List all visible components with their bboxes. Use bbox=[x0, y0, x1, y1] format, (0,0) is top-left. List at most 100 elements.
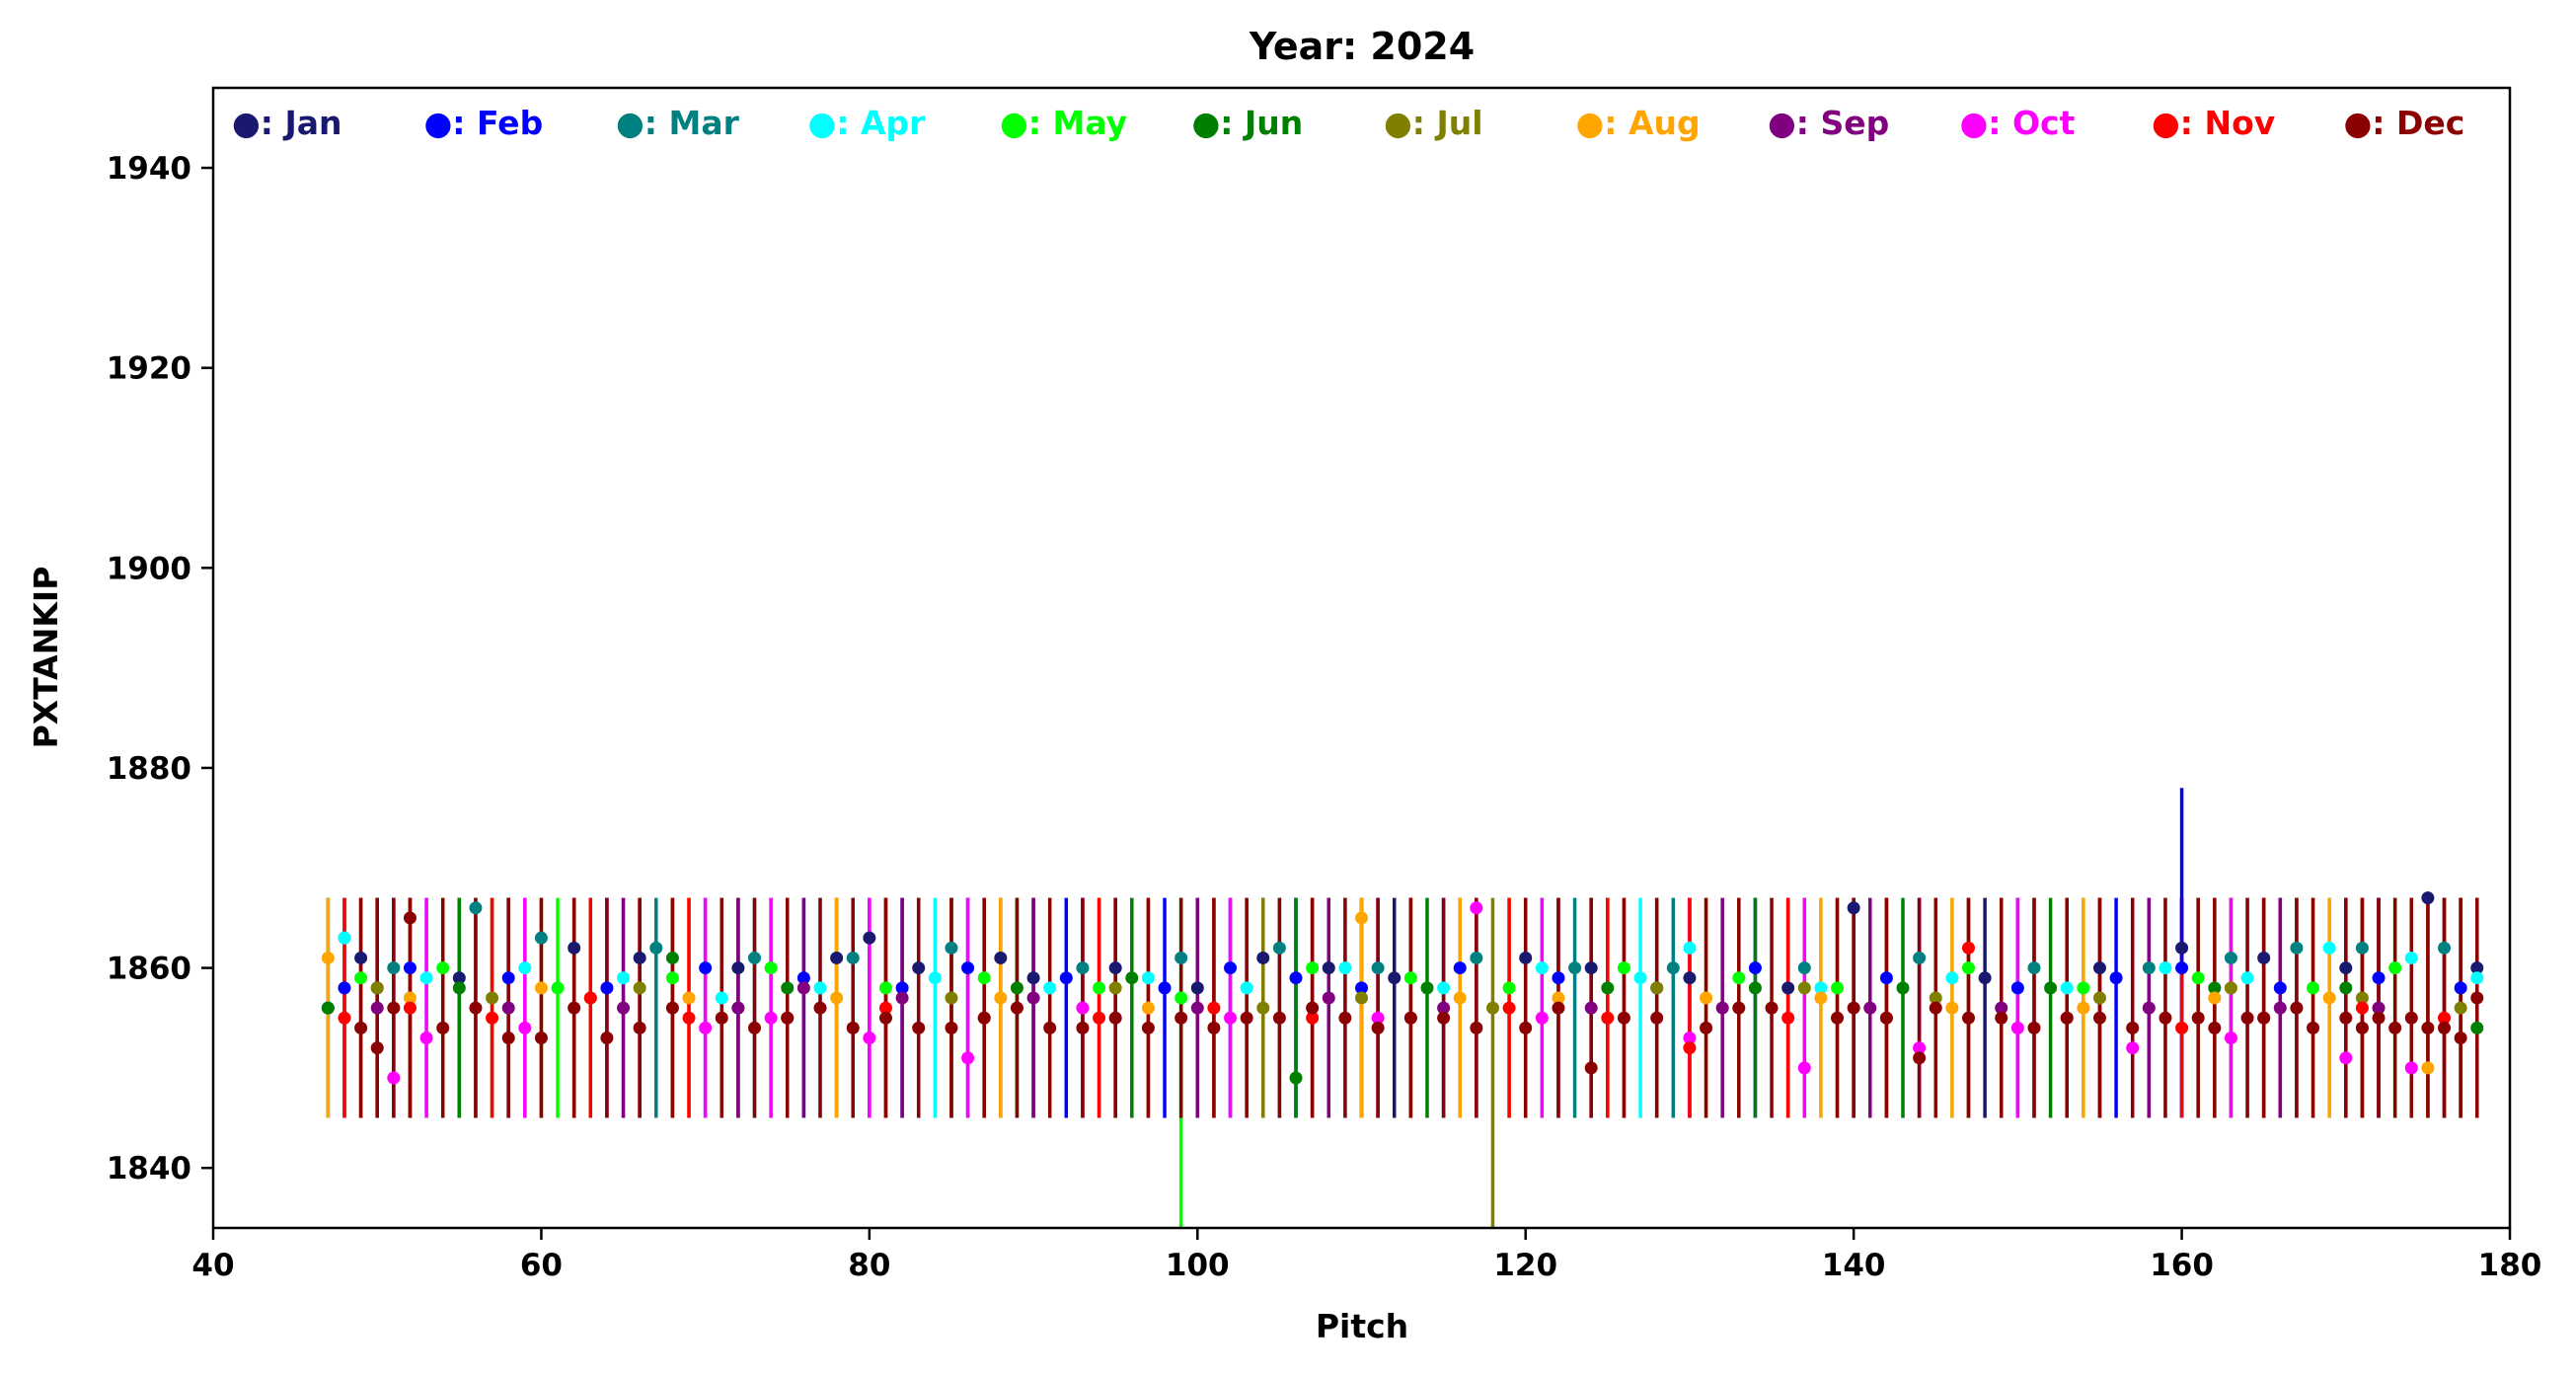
data-point bbox=[1224, 1011, 1238, 1025]
data-point bbox=[1879, 1011, 1893, 1025]
data-point bbox=[1633, 971, 1647, 985]
data-point bbox=[403, 1001, 417, 1015]
data-point bbox=[1403, 1011, 1417, 1025]
data-point bbox=[878, 1001, 892, 1015]
data-point bbox=[1076, 1021, 1090, 1034]
data-point bbox=[354, 971, 368, 985]
data-point bbox=[1272, 1011, 1286, 1025]
data-point bbox=[1552, 991, 1565, 1005]
data-point bbox=[1174, 1011, 1188, 1025]
data-point bbox=[2355, 991, 2369, 1005]
y-tick-label: 1880 bbox=[107, 751, 191, 787]
data-point bbox=[1584, 1061, 1598, 1075]
data-point bbox=[2438, 1021, 2452, 1034]
data-point bbox=[568, 941, 581, 955]
data-point bbox=[961, 961, 975, 975]
data-point bbox=[1945, 971, 1959, 985]
data-point bbox=[1552, 971, 1565, 985]
data-point bbox=[846, 1021, 860, 1034]
data-point bbox=[1797, 1061, 1811, 1075]
data-point bbox=[2159, 961, 2172, 975]
data-point bbox=[2240, 971, 2254, 985]
data-point bbox=[781, 981, 795, 995]
x-tick-label: 80 bbox=[848, 1248, 890, 1283]
data-point bbox=[1403, 971, 1417, 985]
data-point bbox=[2372, 1011, 2386, 1025]
legend-entry-nov: ●: Nov bbox=[2152, 104, 2276, 142]
data-point bbox=[2077, 1001, 2090, 1015]
data-point bbox=[649, 941, 663, 955]
data-point bbox=[2454, 981, 2467, 995]
data-point bbox=[387, 1071, 401, 1085]
x-tick-label: 140 bbox=[1822, 1248, 1886, 1283]
data-point bbox=[878, 981, 892, 995]
data-point bbox=[796, 971, 810, 985]
data-point bbox=[2322, 991, 2336, 1005]
legend-entry-jul: ●: Jul bbox=[1384, 104, 1483, 142]
data-point bbox=[1485, 1001, 1499, 1015]
data-point bbox=[2159, 1011, 2172, 1025]
data-point bbox=[2060, 1011, 2074, 1025]
data-point bbox=[2339, 961, 2353, 975]
data-point bbox=[1289, 1071, 1303, 1085]
data-point bbox=[338, 981, 351, 995]
data-point bbox=[2470, 961, 2484, 975]
data-point bbox=[1765, 1001, 1779, 1015]
data-point bbox=[2077, 981, 2090, 995]
data-point bbox=[2470, 971, 2484, 985]
data-point bbox=[1879, 971, 1893, 985]
data-point bbox=[2092, 961, 2106, 975]
data-point bbox=[1961, 941, 1975, 955]
data-point bbox=[1141, 1021, 1155, 1034]
data-point bbox=[2175, 961, 2189, 975]
data-point bbox=[419, 971, 433, 985]
data-point bbox=[1584, 1001, 1598, 1015]
data-point bbox=[2126, 1021, 2140, 1034]
data-point bbox=[1371, 1021, 1385, 1034]
x-axis: 40 60 80 100 120 140 160 180 bbox=[191, 1228, 2541, 1283]
x-tick-label: 120 bbox=[1493, 1248, 1557, 1283]
data-point bbox=[1535, 1011, 1549, 1025]
data-point bbox=[1371, 961, 1385, 975]
data-point bbox=[1256, 1001, 1270, 1015]
data-point bbox=[945, 1021, 958, 1034]
data-point bbox=[1715, 1001, 1729, 1015]
data-point bbox=[1059, 971, 1073, 985]
data-point bbox=[2027, 1021, 2041, 1034]
data-point bbox=[1797, 961, 1811, 975]
data-point bbox=[1568, 961, 1582, 975]
data-point bbox=[2438, 1011, 2452, 1025]
data-point bbox=[534, 1032, 548, 1044]
data-point bbox=[1125, 971, 1139, 985]
data-point bbox=[1470, 901, 1483, 915]
legend-entry-apr: ●: Apr bbox=[808, 104, 927, 142]
data-point bbox=[2339, 1051, 2353, 1065]
data-point bbox=[633, 1021, 646, 1034]
data-point bbox=[551, 981, 565, 995]
data-point bbox=[1797, 981, 1811, 995]
data-point bbox=[321, 951, 335, 964]
data-point bbox=[1043, 1021, 1057, 1034]
data-point bbox=[2191, 1011, 2205, 1025]
data-point bbox=[633, 981, 646, 995]
data-point bbox=[994, 951, 1008, 964]
data-point bbox=[665, 1001, 679, 1015]
data-point bbox=[436, 1021, 450, 1034]
data-point bbox=[1732, 971, 1746, 985]
data-point bbox=[1913, 1041, 1927, 1055]
data-point bbox=[1961, 1011, 1975, 1025]
data-point bbox=[1683, 971, 1697, 985]
data-point bbox=[2273, 1001, 2287, 1015]
data-point bbox=[1617, 961, 1630, 975]
data-point bbox=[387, 961, 401, 975]
data-point bbox=[2339, 981, 2353, 995]
data-point bbox=[419, 1032, 433, 1044]
data-point bbox=[534, 981, 548, 995]
data-point bbox=[1470, 1021, 1483, 1034]
data-point bbox=[1371, 1011, 1385, 1025]
data-point bbox=[1913, 1051, 1927, 1065]
data-point bbox=[403, 991, 417, 1005]
data-point bbox=[1781, 981, 1795, 995]
data-point bbox=[665, 951, 679, 964]
data-point bbox=[1601, 981, 1615, 995]
